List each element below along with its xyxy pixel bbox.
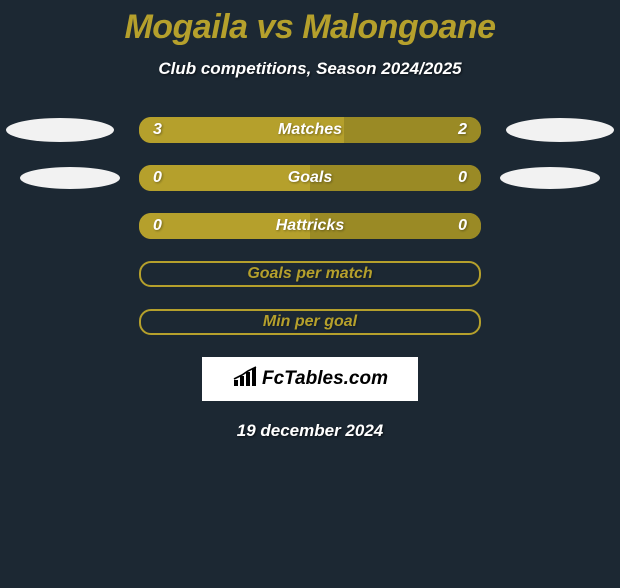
left-player-ellipse (6, 118, 114, 142)
hollow-bar-mpg: Min per goal (139, 309, 481, 335)
hollow-bar-gpm: Goals per match (139, 261, 481, 287)
stat-label: Matches (139, 121, 481, 139)
comparison-content: 3 Matches 2 0 Goals 0 0 Hattricks 0 Goal… (0, 117, 620, 441)
logo-box: FcTables.com (202, 357, 418, 401)
stat-label: Hattricks (139, 217, 481, 235)
stat-row-hollow: Goals per match (0, 261, 620, 287)
stat-value-right: 0 (458, 169, 467, 187)
stat-value-right: 2 (458, 121, 467, 139)
right-player-ellipse (506, 118, 614, 142)
page-title: Mogaila vs Malongoane (0, 8, 620, 47)
logo: FcTables.com (232, 366, 388, 393)
logo-text: FcTables.com (262, 368, 388, 390)
stat-value-right: 0 (458, 217, 467, 235)
stat-label: Goals (139, 169, 481, 187)
stat-bar-hattricks: 0 Hattricks 0 (139, 213, 481, 239)
stat-bar-matches: 3 Matches 2 (139, 117, 481, 143)
stat-row-hollow: Min per goal (0, 309, 620, 335)
hollow-label: Goals per match (247, 265, 372, 283)
date-text: 19 december 2024 (0, 421, 620, 441)
stat-bar-goals: 0 Goals 0 (139, 165, 481, 191)
stat-row: 0 Hattricks 0 (0, 213, 620, 239)
page-subtitle: Club competitions, Season 2024/2025 (0, 59, 620, 79)
bar-chart-icon (232, 366, 258, 393)
right-player-ellipse (500, 167, 600, 189)
hollow-label: Min per goal (263, 313, 357, 331)
left-player-ellipse (20, 167, 120, 189)
